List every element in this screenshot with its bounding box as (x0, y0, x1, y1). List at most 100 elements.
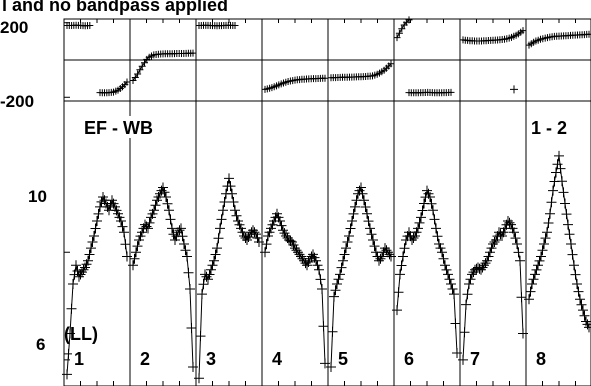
data-point (533, 260, 543, 271)
data-point (186, 323, 197, 333)
data-point (176, 223, 186, 234)
data-point (438, 253, 449, 264)
channel-label-bg (270, 348, 286, 368)
data-point (543, 218, 554, 228)
data-point (416, 212, 426, 223)
data-point (234, 219, 245, 230)
data-point (321, 74, 329, 82)
amplitude-series (62, 150, 591, 384)
corner-label-bg (528, 116, 578, 138)
channel-label: 8 (536, 349, 546, 369)
data-point (327, 326, 338, 337)
data-point (260, 247, 270, 258)
phase-channel-6 (393, 16, 455, 97)
amp-line (132, 186, 194, 368)
data-point (119, 227, 129, 238)
data-point (585, 30, 591, 38)
data-point (62, 369, 72, 380)
data-point (486, 243, 497, 254)
amp-channel-8 (524, 150, 591, 333)
data-point (81, 259, 92, 270)
data-point (527, 279, 537, 289)
data-point (530, 269, 540, 280)
data-point (329, 291, 339, 302)
data-point (117, 221, 128, 232)
data-point (555, 163, 566, 174)
data-point (224, 173, 234, 184)
data-point (333, 274, 344, 285)
data-point (185, 284, 195, 294)
data-point (225, 181, 236, 192)
data-point (237, 227, 248, 238)
data-point (341, 243, 351, 254)
channel-label-bg (336, 348, 352, 368)
phase-tick-label: 200 (0, 18, 28, 37)
data-point (395, 29, 403, 37)
data-point (150, 200, 161, 211)
data-point (441, 264, 452, 275)
data-point (63, 348, 74, 359)
data-point (129, 253, 140, 264)
data-point (122, 251, 132, 262)
data-point (513, 247, 524, 258)
data-point (393, 287, 404, 298)
data-point (318, 321, 329, 332)
data-point (465, 274, 476, 285)
data-point (210, 249, 221, 260)
channel-label-bg (138, 348, 154, 368)
data-point (309, 252, 320, 263)
data-point (120, 239, 131, 250)
channel-dividers (129, 19, 527, 386)
channel-labels: 1 2 3 4 5 6 7 8 (72, 348, 550, 369)
data-point (570, 269, 581, 280)
data-point (429, 214, 440, 225)
data-point (551, 167, 561, 178)
data-point (332, 279, 342, 289)
data-point (128, 260, 138, 271)
data-point (395, 269, 405, 280)
data-point (554, 150, 564, 161)
amp-channel-2 (128, 182, 198, 372)
data-point (398, 251, 408, 262)
channel-label-bg (402, 348, 418, 368)
data-point (405, 16, 413, 24)
data-point (314, 264, 324, 275)
data-point (228, 197, 239, 207)
data-point (320, 358, 330, 369)
data-point (261, 239, 272, 250)
baseline-label: EF - WB (84, 118, 153, 138)
data-point (213, 233, 224, 244)
data-point (444, 274, 455, 285)
data-point (114, 212, 125, 223)
amp-line (264, 212, 326, 364)
data-point (437, 247, 447, 258)
data-point (203, 274, 213, 285)
data-point (227, 188, 237, 199)
data-point (326, 362, 336, 372)
data-point (411, 227, 422, 238)
channel-label: 7 (470, 349, 480, 369)
channel-label: 6 (404, 349, 414, 369)
data-point (136, 66, 144, 74)
data-point (144, 217, 155, 228)
data-point (212, 243, 222, 254)
data-point (347, 216, 357, 226)
data-point (507, 223, 518, 234)
data-point (164, 205, 174, 216)
data-point (447, 88, 455, 96)
phase-channel-1 (63, 21, 131, 97)
data-point (423, 188, 434, 199)
data-point (366, 229, 377, 240)
data-point (131, 247, 141, 258)
data-point (231, 210, 242, 221)
data-point (491, 235, 501, 245)
data-point (336, 262, 347, 273)
data-point (147, 208, 158, 219)
data-point (531, 264, 542, 275)
phase-channel-5 (327, 60, 395, 82)
phase-channel-2 (129, 49, 197, 84)
data-point (560, 198, 570, 209)
data-point (449, 289, 459, 300)
data-point (348, 208, 359, 219)
data-point (198, 279, 209, 290)
